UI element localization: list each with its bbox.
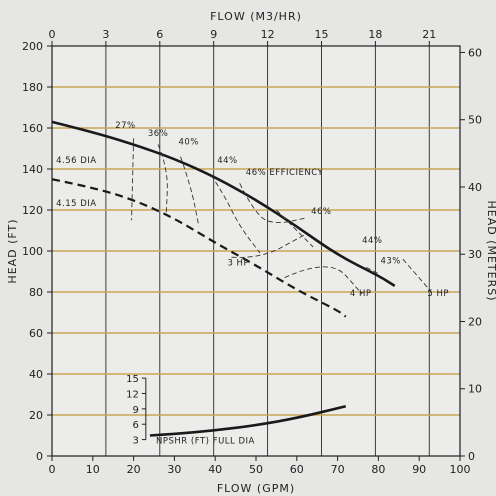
x2-tick-label: 18 xyxy=(368,28,382,41)
hp-label: 5 HP xyxy=(427,289,449,299)
npshr-axis-label: NPSHR (FT) FULL DIA xyxy=(156,437,255,447)
x-tick-label: 20 xyxy=(127,463,141,476)
efficiency-label: 27% xyxy=(115,121,135,131)
x2-tick-label: 15 xyxy=(314,28,328,41)
x-tick-label: 100 xyxy=(450,463,471,476)
x-tick-label: 0 xyxy=(49,463,56,476)
efficiency-line xyxy=(157,144,168,215)
y2-tick-label: 0 xyxy=(468,450,475,463)
efficiency-label: 44% xyxy=(362,236,382,246)
y2-tick-label: 20 xyxy=(468,315,482,328)
efficiency-line xyxy=(210,174,261,254)
hp-line xyxy=(231,234,306,258)
x2-tick-label: 0 xyxy=(49,28,56,41)
y2-tick-label: 10 xyxy=(468,383,482,396)
x-tick-label: 50 xyxy=(249,463,263,476)
efficiency-line xyxy=(365,266,379,274)
y2-tick-label: 40 xyxy=(468,181,482,194)
npshr-tick-label: 9 xyxy=(132,405,138,416)
hp-line xyxy=(284,266,363,295)
series-label-4.56-dia: 4.56 DIA xyxy=(56,156,97,166)
y-tick-label: 100 xyxy=(22,245,43,258)
x2-tick-label: 6 xyxy=(156,28,163,41)
npshr-tick-label: 3 xyxy=(132,436,138,447)
x2-tick-label: 21 xyxy=(422,28,436,41)
y-tick-label: 20 xyxy=(29,409,43,422)
y-tick-label: 160 xyxy=(22,122,43,135)
efficiency-label: 40% xyxy=(178,137,198,147)
npshr-tick-label: 6 xyxy=(132,420,138,431)
y2-tick-label: 30 xyxy=(468,248,482,261)
hp-label: 4 HP xyxy=(350,289,372,299)
x-tick-label: 60 xyxy=(290,463,304,476)
x2-axis-title: FLOW (M3/HR) xyxy=(210,10,302,23)
efficiency-line xyxy=(131,138,135,221)
y2-axis-title: HEAD (METERS) xyxy=(485,200,496,301)
y2-tick-label: 50 xyxy=(468,114,482,127)
x2-tick-label: 9 xyxy=(210,28,217,41)
efficiency-line xyxy=(239,183,306,224)
efficiency-label: 36% xyxy=(148,129,168,139)
series-line-4.56-dia xyxy=(51,120,396,287)
x-tick-label: 10 xyxy=(86,463,100,476)
y-tick-label: 40 xyxy=(29,368,43,381)
series-label-4.15-dia: 4.15 DIA xyxy=(56,199,97,209)
y-tick-label: 140 xyxy=(22,163,43,176)
x-tick-label: 90 xyxy=(412,463,426,476)
y-tick-label: 80 xyxy=(29,286,43,299)
y-axis-title: HEAD (FT) xyxy=(6,218,19,283)
y-tick-label: 60 xyxy=(29,327,43,340)
efficiency-line xyxy=(180,156,200,227)
npshr-tick-label: 12 xyxy=(126,389,139,400)
x2-tick-label: 3 xyxy=(102,28,109,41)
y-tick-label: 200 xyxy=(22,40,43,53)
x-tick-label: 40 xyxy=(208,463,222,476)
npshr-curve xyxy=(149,405,347,437)
efficiency-line xyxy=(276,209,314,248)
efficiency-label: 46% EFFICIENCY xyxy=(246,168,324,178)
x-tick-label: 70 xyxy=(331,463,345,476)
hp-line xyxy=(402,258,432,293)
x-tick-label: 80 xyxy=(371,463,385,476)
y2-tick-label: 60 xyxy=(468,46,482,59)
x-tick-label: 30 xyxy=(167,463,181,476)
efficiency-label: 43% xyxy=(380,256,400,266)
series-line-4.15-dia xyxy=(51,178,347,318)
efficiency-label: 46% xyxy=(311,207,331,217)
x-axis-title: FLOW (GPM) xyxy=(217,482,295,495)
y-tick-label: 120 xyxy=(22,204,43,217)
y-tick-label: 180 xyxy=(22,81,43,94)
y-tick-label: 0 xyxy=(36,450,43,463)
hp-label: 3 HP xyxy=(227,258,249,268)
x2-tick-label: 12 xyxy=(261,28,275,41)
efficiency-label: 44% xyxy=(217,156,237,166)
npshr-tick-label: 15 xyxy=(126,374,139,385)
